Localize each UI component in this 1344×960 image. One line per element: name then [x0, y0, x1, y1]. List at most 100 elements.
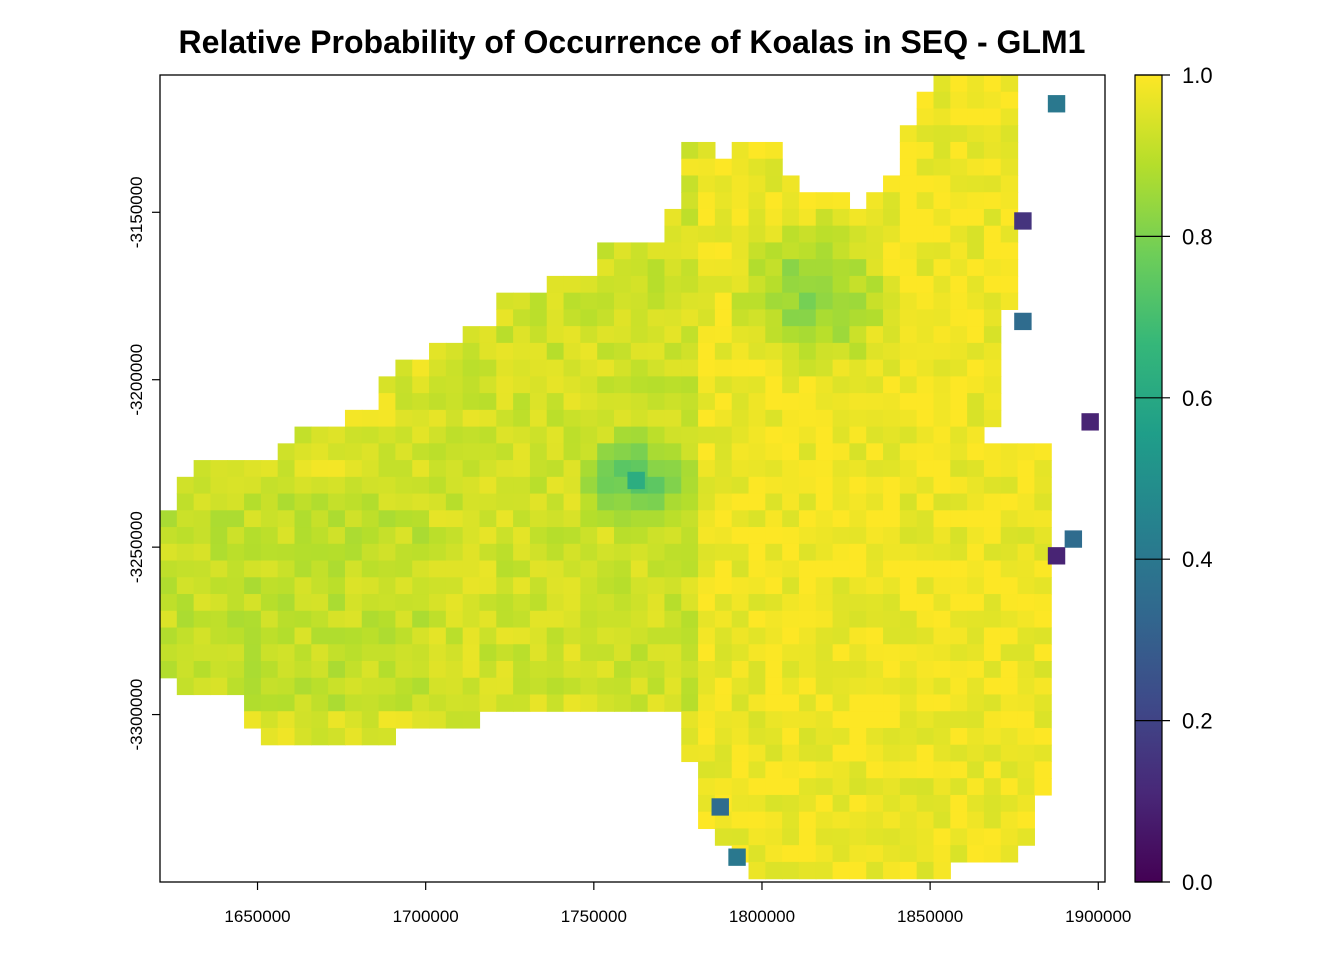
- raster-cell: [546, 359, 565, 377]
- raster-cell: [950, 794, 968, 813]
- raster-cell: [983, 158, 1002, 177]
- raster-cell: [580, 677, 598, 696]
- raster-cell: [412, 393, 430, 411]
- raster-cell: [378, 610, 396, 629]
- raster-cell: [916, 861, 935, 880]
- raster-cell: [748, 577, 766, 595]
- raster-cell: [429, 644, 447, 662]
- raster-cell: [950, 108, 968, 126]
- raster-cell: [849, 259, 867, 277]
- raster-cell: [513, 476, 531, 495]
- y-axis: -3150000-3200000-3250000-3300000: [127, 176, 160, 750]
- raster-cell: [647, 543, 666, 562]
- raster-cell: [798, 225, 817, 244]
- raster-cell: [597, 510, 615, 528]
- raster-cell: [967, 560, 985, 578]
- raster-cell: [546, 577, 565, 595]
- x-tick-label: 1650000: [224, 907, 290, 926]
- raster-cell: [765, 711, 783, 729]
- raster-cell: [210, 577, 228, 595]
- raster-cell: [160, 527, 178, 545]
- raster-cell: [210, 510, 228, 528]
- raster-cell: [815, 208, 834, 227]
- raster-cell: [630, 610, 649, 629]
- raster-cell: [967, 443, 985, 461]
- raster-cell: [798, 811, 817, 830]
- raster-cell: [899, 543, 918, 562]
- raster-cell: [983, 309, 1002, 327]
- raster-cell: [277, 711, 296, 729]
- raster-cell: [462, 359, 481, 377]
- raster-cell: [832, 828, 851, 846]
- raster-cell: [412, 426, 430, 444]
- raster-cell: [1034, 627, 1052, 645]
- raster-cell: [714, 694, 733, 712]
- raster-cell: [546, 326, 565, 344]
- raster-cell: [698, 192, 716, 210]
- raster-cell: [748, 677, 766, 696]
- raster-cell: [782, 661, 800, 679]
- raster-cell: [832, 711, 851, 729]
- raster-cell: [933, 393, 951, 411]
- raster-cell: [731, 510, 750, 528]
- raster-cell: [782, 543, 800, 562]
- raster-cell: [1000, 644, 1019, 662]
- raster-cell: [849, 493, 867, 511]
- raster-cell: [748, 443, 766, 461]
- raster-cell: [1034, 527, 1052, 545]
- raster-cell: [614, 560, 632, 578]
- raster-cell: [883, 694, 901, 712]
- raster-cell: [698, 175, 716, 193]
- raster-cell: [580, 342, 598, 361]
- raster-cell: [782, 376, 800, 394]
- raster-cell: [866, 259, 884, 277]
- raster-cell: [983, 577, 1002, 595]
- raster-cell: [395, 393, 413, 411]
- raster-cell: [849, 393, 867, 411]
- raster-cell: [933, 141, 951, 160]
- raster-cell: [529, 460, 548, 478]
- raster-cell: [815, 828, 834, 846]
- raster-cell: [714, 510, 733, 528]
- raster-cell: [529, 644, 548, 662]
- raster-cell: [244, 493, 262, 511]
- raster-cell: [193, 527, 212, 545]
- raster-cell: [176, 476, 195, 495]
- raster-cell: [815, 376, 834, 394]
- raster-cell: [866, 811, 884, 830]
- raster-cell: [866, 744, 884, 763]
- raster-cell: [866, 694, 884, 712]
- raster-cell: [597, 476, 615, 495]
- raster-cell: [983, 75, 1002, 93]
- raster-cell: [160, 543, 178, 562]
- raster-cell: [866, 426, 884, 444]
- raster-cell: [193, 493, 212, 511]
- raster-cell: [714, 175, 733, 193]
- raster-cell: [748, 242, 766, 260]
- raster-cell: [933, 677, 951, 696]
- raster-cell: [933, 242, 951, 260]
- colorbar-legend: 0.00.20.40.60.81.0: [1134, 63, 1213, 895]
- raster-cell: [899, 409, 918, 428]
- raster-cell: [630, 426, 649, 444]
- raster-cell: [244, 644, 262, 662]
- raster-cell: [630, 661, 649, 679]
- raster-cell: [815, 694, 834, 712]
- raster-cell: [748, 510, 766, 528]
- raster-cell: [698, 376, 716, 394]
- raster-cell: [899, 275, 918, 294]
- raster-cell: [698, 443, 716, 461]
- raster-cell: [647, 275, 666, 294]
- raster-cell: [260, 727, 279, 746]
- raster-cell: [916, 125, 935, 143]
- raster-cell: [563, 393, 581, 411]
- raster-cell: [445, 577, 464, 595]
- raster-cell: [681, 443, 699, 461]
- raster-cell: [294, 527, 312, 545]
- raster-cell: [899, 845, 918, 863]
- raster-cell: [748, 811, 766, 830]
- raster-cell: [445, 527, 464, 545]
- raster-cell: [866, 242, 884, 260]
- raster-cell: [614, 510, 632, 528]
- raster-cell: [630, 627, 649, 645]
